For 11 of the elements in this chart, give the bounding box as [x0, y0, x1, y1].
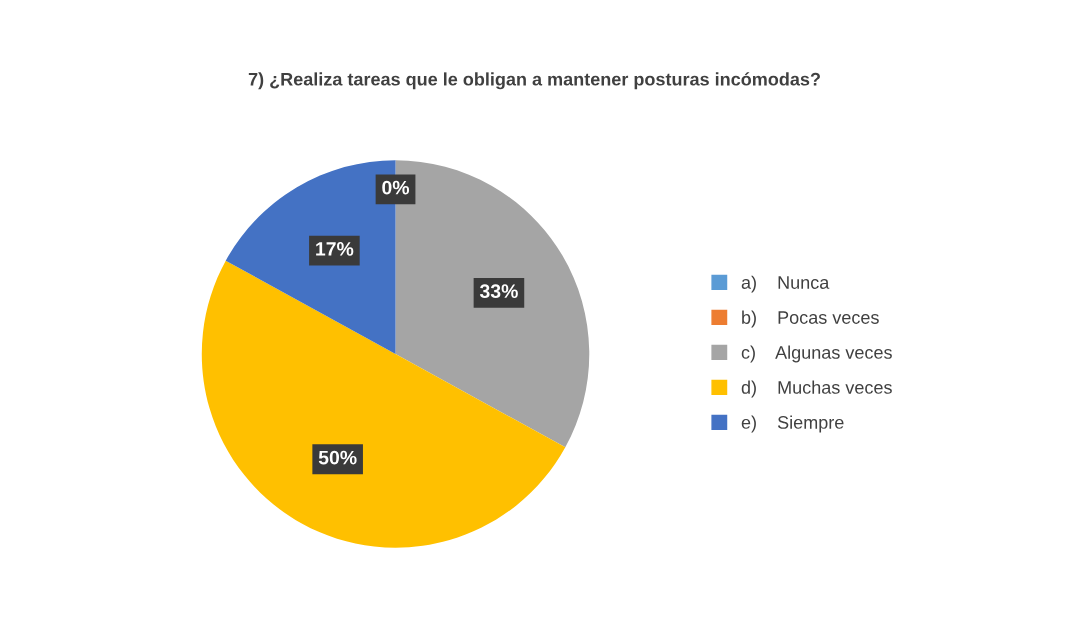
legend-label: d) Muchas veces — [741, 380, 892, 398]
data-label: 33% — [479, 284, 518, 299]
text: 0% — [382, 180, 410, 195]
data-label: 50% — [318, 450, 357, 465]
legend-label: b) Pocas veces — [742, 310, 879, 328]
legend-label: e) Siempre — [741, 415, 844, 433]
legend-label: a) Nunca — [741, 275, 830, 293]
chart-title: 7) ¿Realiza tareas que le obligan a mantener posturas incómodas? — [248, 72, 820, 90]
legend-label: c) Algunas veces — [741, 345, 892, 363]
pie-slice — [201, 260, 566, 548]
data-label: 17% — [316, 242, 354, 256]
